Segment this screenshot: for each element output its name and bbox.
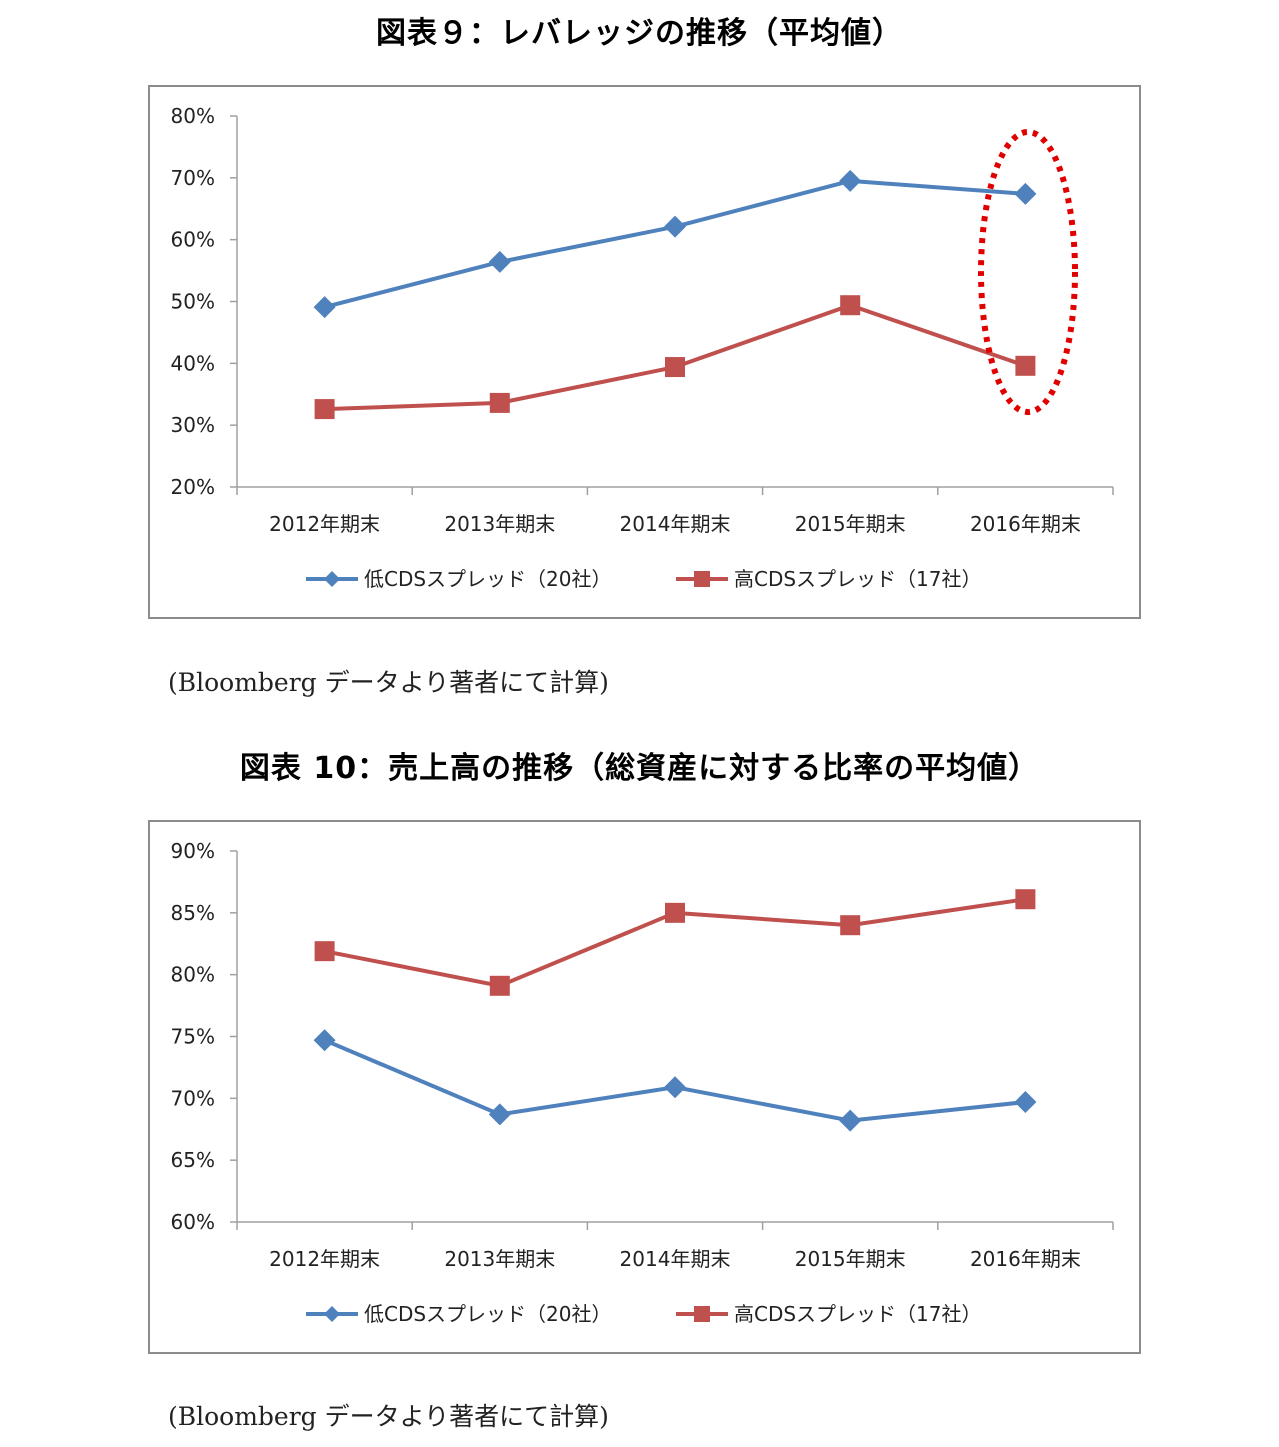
diamond-marker (664, 215, 686, 238)
diamond-marker (839, 169, 862, 192)
y-tick-label: 80% (171, 963, 215, 987)
diamond-marker (664, 1076, 686, 1099)
series-line (324, 178, 1026, 310)
square-marker (314, 941, 335, 962)
y-tick-label: 60% (171, 228, 215, 252)
square-marker (840, 915, 861, 936)
square-marker (314, 399, 335, 420)
legend-diamond-icon (324, 1306, 340, 1322)
x-tick-label: 2015年期末 (795, 512, 906, 536)
y-tick-label: 20% (171, 475, 215, 499)
legend-item: 高CDSスプレッド（17社） (676, 567, 982, 591)
diamond-marker (839, 1109, 862, 1132)
diamond-marker (1014, 182, 1037, 205)
x-tick-label: 2013年期末 (444, 512, 555, 536)
y-tick-label: 60% (171, 1210, 215, 1234)
figure-10-title: 図表 10：売上高の推移（総資産に対する比率の平均値） (239, 751, 1040, 786)
highlight-ellipse (978, 129, 1078, 415)
line-chart-svg: 20% 30% 40% 50% 60% 70% 80% 2012年期末 2013年期末 2014年… (171, 104, 1114, 591)
legend-diamond-icon (324, 571, 340, 587)
legend-label: 高CDSスプレッド（17社） (734, 567, 982, 591)
square-marker (1015, 355, 1036, 376)
legend-label: 低CDSスプレッド（20社） (364, 1302, 612, 1326)
y-tick-label: 65% (171, 1148, 215, 1172)
figure-9-chart: 20% 30% 40% 50% 60% 70% 80% 2012年期末 2013年期末 2014年… (148, 85, 1141, 619)
y-tick-label: 75% (171, 1025, 215, 1049)
square-marker (665, 357, 685, 378)
y-tick-label: 70% (171, 1086, 215, 1110)
x-tick-label: 2013年期末 (444, 1247, 555, 1271)
y-tick-label: 30% (171, 413, 215, 437)
square-marker (489, 392, 510, 413)
figure-10-source-note: (Bloomberg データより著者にて計算) (168, 1402, 609, 1431)
y-tick-label: 80% (171, 104, 215, 128)
y-tick-label: 90% (171, 839, 215, 863)
line-chart-svg: 60% 65% 70% 75% 80% 85% 90% 2012年期末 2013年期末 2014年… (171, 839, 1114, 1326)
x-tick-label: 2016年期末 (970, 512, 1081, 536)
diamond-marker (313, 1029, 336, 1052)
figure-9-title: 図表９：レバレッジの推移（平均値） (376, 16, 903, 51)
x-tick-label: 2015年期末 (795, 1247, 906, 1271)
x-tick-label: 2014年期末 (620, 512, 731, 536)
x-tick-label: 2012年期末 (269, 512, 380, 536)
legend-label: 高CDSスプレッド（17社） (734, 1302, 982, 1326)
legend-item: 低CDSスプレッド（20社） (306, 567, 612, 591)
figure-10-chart: 60% 65% 70% 75% 80% 85% 90% 2012年期末 2013年期末 2014年… (148, 820, 1141, 1354)
y-tick-label: 40% (171, 351, 215, 375)
figure-9-source-note: (Bloomberg データより著者にて計算) (168, 668, 609, 697)
y-tick-label: 85% (171, 901, 215, 925)
x-tick-label: 2016年期末 (970, 1247, 1081, 1271)
y-tick-label: 50% (171, 290, 215, 314)
legend-item: 高CDSスプレッド（17社） (676, 1302, 982, 1326)
square-marker (665, 902, 685, 923)
legend-square-icon (694, 1306, 710, 1322)
diamond-marker (1014, 1091, 1037, 1114)
square-marker (1015, 889, 1036, 910)
square-marker (489, 975, 510, 996)
square-marker (840, 295, 861, 316)
x-tick-label: 2012年期末 (269, 1247, 380, 1271)
diamond-marker (488, 1103, 511, 1126)
x-tick-label: 2014年期末 (620, 1247, 731, 1271)
legend-label: 低CDSスプレッド（20社） (364, 567, 612, 591)
diamond-marker (313, 296, 336, 319)
diamond-marker (488, 250, 511, 273)
legend-item: 低CDSスプレッド（20社） (306, 1302, 612, 1326)
y-tick-label: 70% (171, 166, 215, 190)
legend-square-icon (694, 571, 710, 587)
